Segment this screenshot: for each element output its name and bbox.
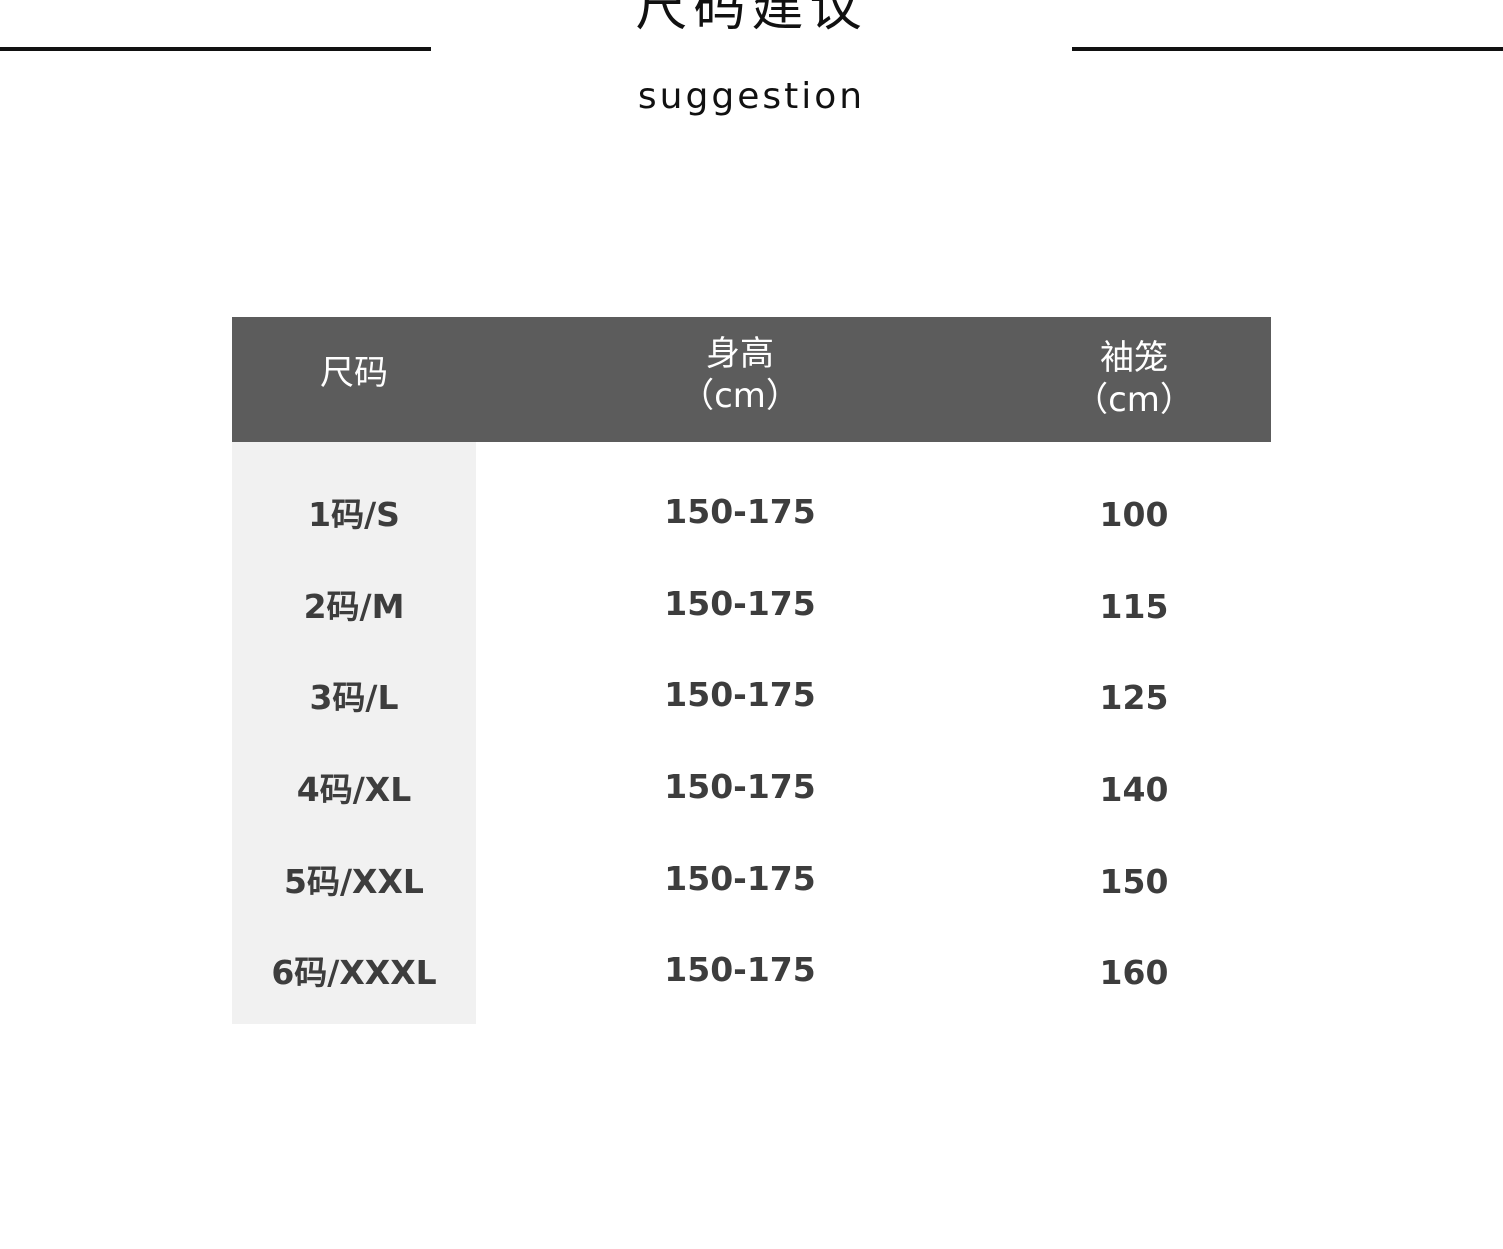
table-header: 尺码 身高 （cm） 袖笼 （cm） (232, 317, 1271, 442)
height-cell: 150-175 (664, 675, 816, 714)
page-title: 尺码建议 (635, 0, 868, 38)
size-cell: 5码/XXL (284, 862, 424, 901)
height-cell: 150-175 (664, 950, 816, 989)
size-cell: 4码/XL (296, 770, 412, 809)
height-cell: 150-175 (664, 584, 816, 623)
sleeve-cell: 115 (1099, 587, 1169, 626)
sleeve-cell: 100 (1099, 495, 1169, 534)
size-cell: 2码/M (303, 587, 405, 626)
sleeve-cell: 125 (1099, 678, 1169, 717)
height-cell: 150-175 (664, 492, 816, 531)
header-sleeve: 袖笼 （cm） (1034, 337, 1234, 421)
sleeve-cell: 140 (1099, 770, 1169, 809)
header-sleeve-unit: （cm） (1074, 380, 1194, 420)
page-subtitle: suggestion (637, 76, 866, 117)
header-height-unit: （cm） (680, 376, 800, 416)
height-cell: 150-175 (664, 767, 816, 806)
header-size: 尺码 (320, 353, 388, 393)
size-cell: 1码/S (308, 495, 400, 534)
header-height-label: 身高 (706, 334, 774, 374)
header-height: 身高 （cm） (590, 333, 890, 417)
sleeve-cell: 160 (1099, 953, 1169, 992)
title-rule-left (0, 47, 431, 51)
title-rule-right (1072, 47, 1503, 51)
header-sleeve-label: 袖笼 (1100, 338, 1168, 378)
size-cell: 3码/L (309, 678, 399, 717)
size-cell: 6码/XXXL (271, 953, 437, 992)
size-column-background (232, 442, 476, 1024)
height-cell: 150-175 (664, 859, 816, 898)
sleeve-cell: 150 (1099, 862, 1169, 901)
